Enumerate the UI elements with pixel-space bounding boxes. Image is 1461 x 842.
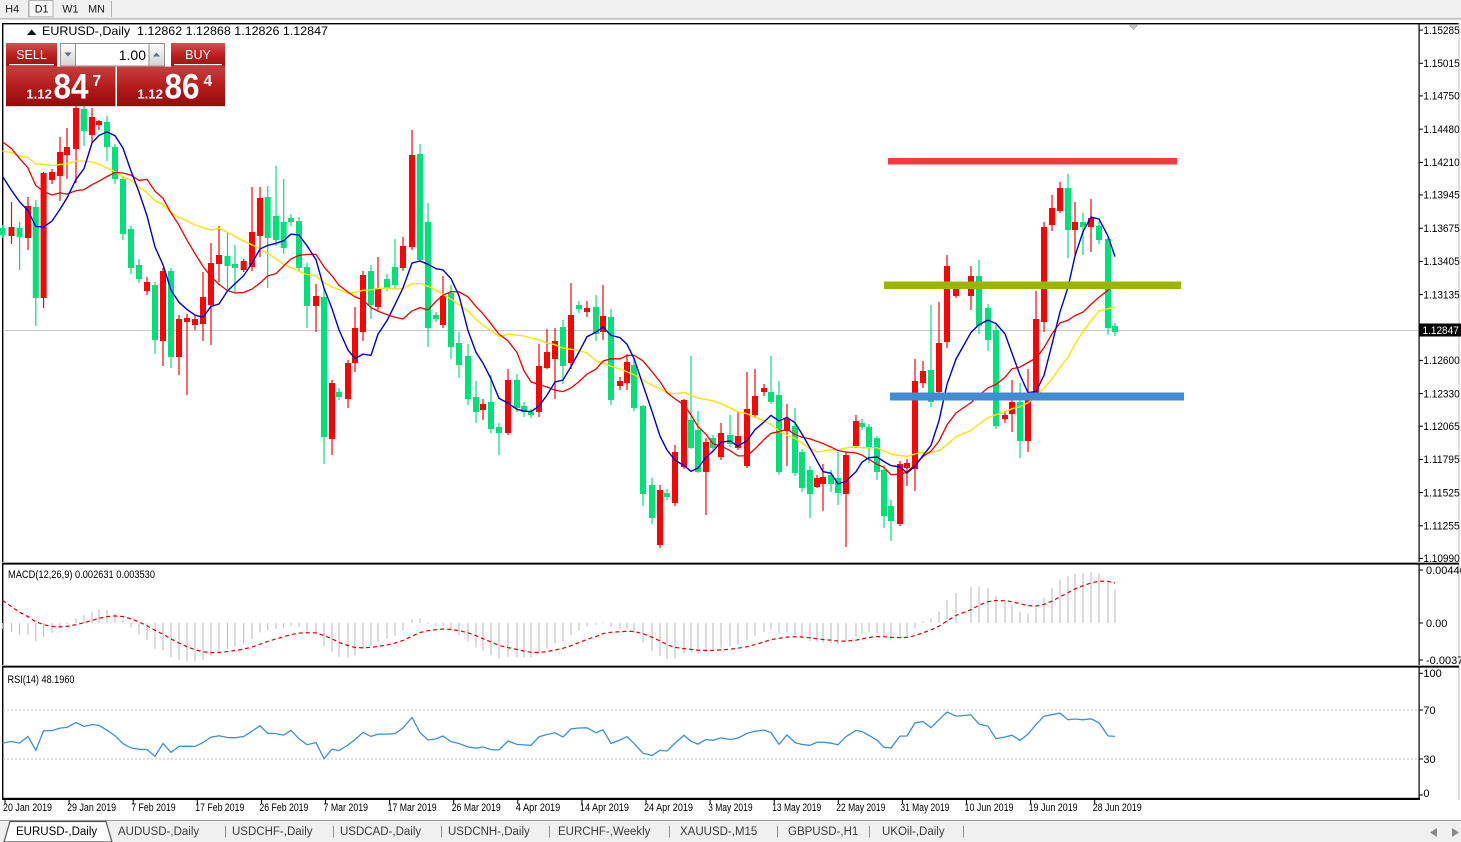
svg-text:29 Jan 2019: 29 Jan 2019	[67, 802, 116, 814]
svg-text:13 May 2019: 13 May 2019	[772, 802, 821, 814]
svg-text:GBPUSD-,H1: GBPUSD-,H1	[788, 826, 858, 838]
svg-text:4 Apr 2019: 4 Apr 2019	[516, 802, 561, 814]
svg-text:0.00: 0.00	[1426, 618, 1447, 630]
svg-text:EURUSD-,Daily: EURUSD-,Daily	[16, 826, 97, 838]
svg-text:-0.003715: -0.003715	[1426, 655, 1461, 667]
svg-text:1.14750: 1.14750	[1423, 91, 1459, 103]
svg-text:1.12847: 1.12847	[1423, 325, 1459, 337]
svg-text:D1: D1	[35, 4, 49, 16]
svg-text:|: |	[440, 826, 443, 838]
svg-text:SELL: SELL	[16, 48, 47, 62]
svg-text:28 Jun 2019: 28 Jun 2019	[1093, 802, 1142, 814]
svg-text:14 Apr 2019: 14 Apr 2019	[580, 802, 629, 814]
svg-text:USDCAD-,Daily: USDCAD-,Daily	[340, 826, 421, 838]
svg-text:24 Apr 2019: 24 Apr 2019	[644, 802, 693, 814]
svg-text:1.13405: 1.13405	[1423, 256, 1459, 268]
svg-text:BUY: BUY	[185, 48, 211, 62]
svg-text:70: 70	[1423, 705, 1435, 717]
svg-text:1.14480: 1.14480	[1423, 124, 1459, 136]
svg-text:W1: W1	[62, 4, 78, 16]
svg-text:AUDUSD-,Daily: AUDUSD-,Daily	[118, 826, 199, 838]
svg-text:1.11795: 1.11795	[1423, 454, 1459, 466]
svg-text:84: 84	[54, 66, 89, 106]
svg-text:|: |	[962, 826, 965, 838]
svg-text:UKOil-,Daily: UKOil-,Daily	[882, 826, 945, 838]
svg-text:EURUSD-,Daily 1.12862 1.12868: EURUSD-,Daily 1.12862 1.12868 1.12826 1.…	[42, 24, 328, 38]
svg-text:1.13675: 1.13675	[1423, 223, 1459, 235]
svg-text:EURCHF-,Weekly: EURCHF-,Weekly	[558, 826, 651, 838]
svg-text:|: |	[868, 826, 871, 838]
svg-text:1.15285: 1.15285	[1423, 25, 1459, 37]
svg-text:4: 4	[204, 73, 213, 90]
svg-text:7: 7	[93, 73, 102, 90]
svg-text:USDCNH-,Daily: USDCNH-,Daily	[448, 826, 530, 838]
svg-text:RSI(14) 48.1960: RSI(14) 48.1960	[8, 674, 75, 686]
svg-text:0.004465: 0.004465	[1426, 565, 1461, 577]
svg-text:H4: H4	[5, 4, 19, 16]
svg-text:1.12: 1.12	[26, 87, 52, 102]
svg-text:0: 0	[1423, 788, 1429, 800]
svg-text:30: 30	[1423, 754, 1435, 766]
svg-text:7 Mar 2019: 7 Mar 2019	[324, 802, 369, 814]
svg-text:1.00: 1.00	[119, 47, 146, 63]
svg-text:|: |	[548, 826, 551, 838]
svg-text:XAUUSD-,M15: XAUUSD-,M15	[680, 826, 757, 838]
svg-text:1.12065: 1.12065	[1423, 421, 1459, 433]
svg-text:26 Feb 2019: 26 Feb 2019	[259, 802, 308, 814]
svg-text:|: |	[332, 826, 335, 838]
svg-text:26 Mar 2019: 26 Mar 2019	[452, 802, 501, 814]
svg-text:1.12: 1.12	[137, 87, 163, 102]
svg-text:USDCHF-,Daily: USDCHF-,Daily	[232, 826, 313, 838]
svg-text:1.15015: 1.15015	[1423, 58, 1459, 70]
svg-text:19 Jun 2019: 19 Jun 2019	[1029, 802, 1078, 814]
svg-text:22 May 2019: 22 May 2019	[836, 802, 885, 814]
svg-text:|: |	[776, 826, 779, 838]
svg-text:3 May 2019: 3 May 2019	[708, 802, 753, 814]
svg-text:17 Feb 2019: 17 Feb 2019	[195, 802, 244, 814]
svg-text:1.14210: 1.14210	[1423, 157, 1459, 169]
svg-text:17 Mar 2019: 17 Mar 2019	[388, 802, 437, 814]
svg-text:1.13945: 1.13945	[1423, 190, 1459, 202]
svg-text:|: |	[668, 826, 671, 838]
svg-text:MN: MN	[88, 4, 105, 16]
svg-text:20 Jan 2019: 20 Jan 2019	[3, 802, 52, 814]
svg-text:1.11255: 1.11255	[1423, 521, 1459, 533]
svg-text:86: 86	[165, 66, 200, 106]
svg-text:1.13135: 1.13135	[1423, 289, 1459, 301]
svg-text:1.12600: 1.12600	[1423, 355, 1459, 367]
svg-text:7 Feb 2019: 7 Feb 2019	[131, 802, 176, 814]
svg-text:31 May 2019: 31 May 2019	[900, 802, 949, 814]
svg-text:100: 100	[1423, 668, 1441, 680]
svg-text:1.12330: 1.12330	[1423, 388, 1459, 400]
svg-text:1.11525: 1.11525	[1423, 487, 1459, 499]
svg-text:10 Jun 2019: 10 Jun 2019	[965, 802, 1014, 814]
svg-text:MACD(12,26,9) 0.002631 0.00353: MACD(12,26,9) 0.002631 0.003530	[8, 569, 155, 581]
svg-text:|: |	[224, 826, 227, 838]
